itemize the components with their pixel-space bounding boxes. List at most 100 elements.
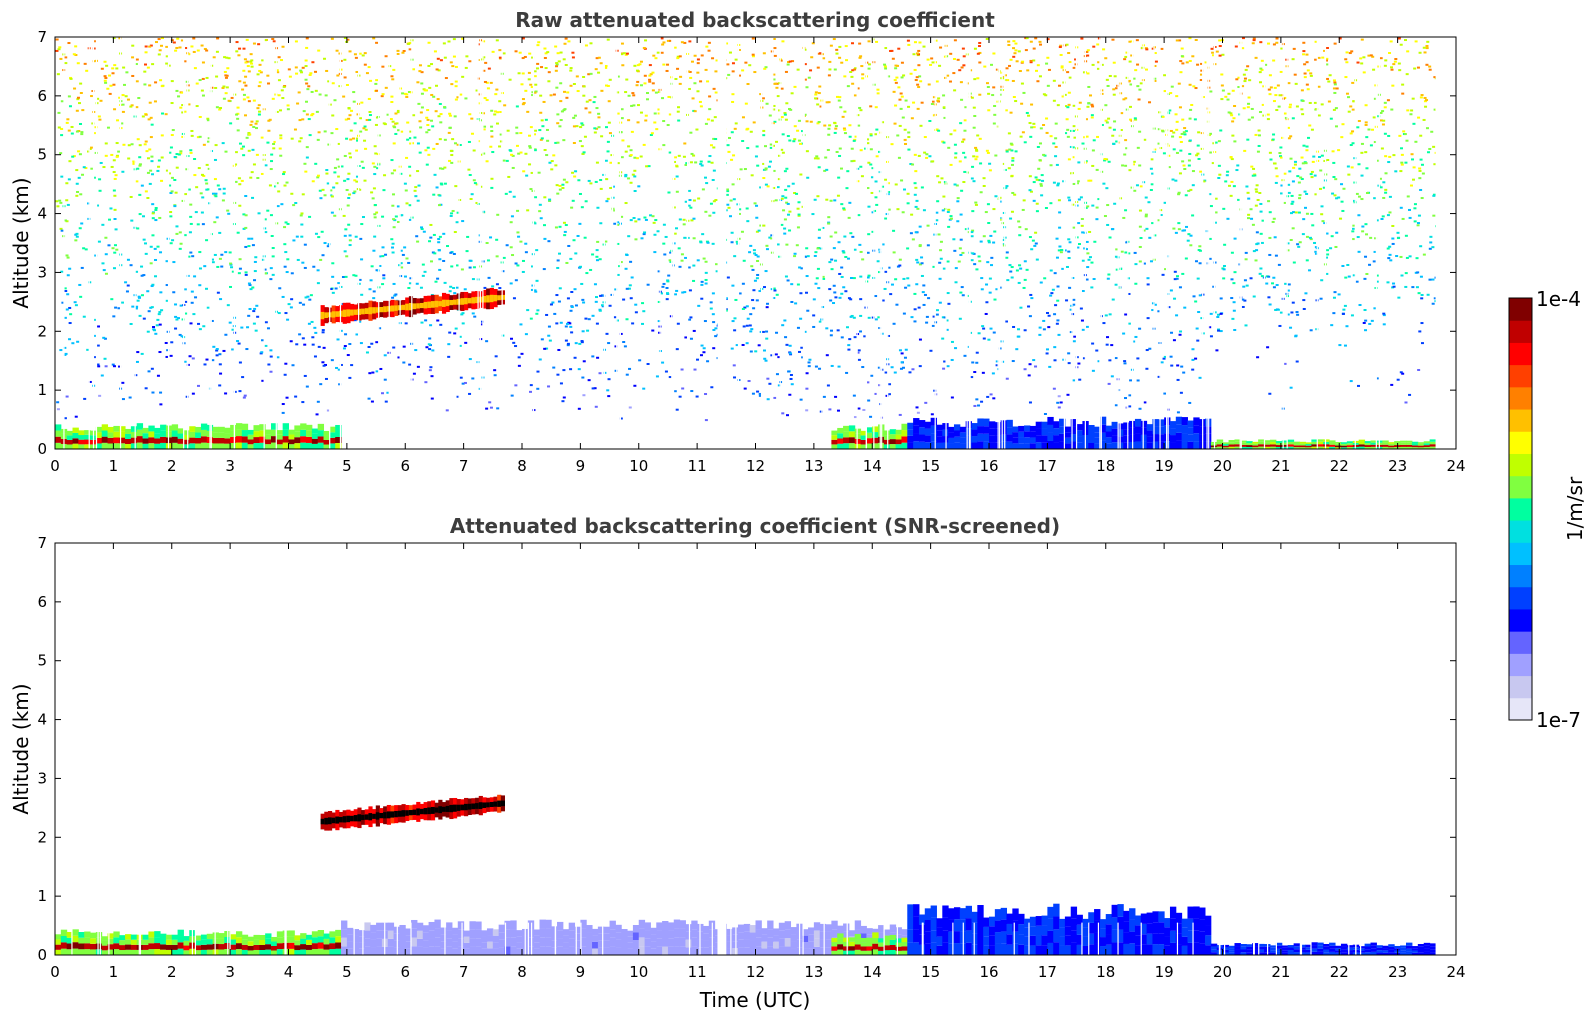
- noise-point: [355, 137, 359, 140]
- noise-point: [780, 197, 784, 200]
- noise-point: [375, 89, 379, 92]
- noise-point: [658, 331, 662, 334]
- noise-point: [712, 137, 716, 140]
- noise-point: [803, 48, 807, 51]
- noise-point: [227, 99, 231, 102]
- noise-point: [607, 121, 611, 124]
- noise-point: [1317, 155, 1321, 158]
- noise-point: [148, 101, 152, 104]
- noise-point: [1085, 278, 1089, 281]
- noise-point: [614, 345, 618, 348]
- noise-point: [1018, 234, 1022, 237]
- noise-point: [555, 62, 559, 65]
- noise-point: [1053, 313, 1057, 316]
- noise-point: [160, 37, 164, 40]
- noise-point: [238, 183, 242, 186]
- noise-point: [1313, 241, 1317, 244]
- noise-point: [318, 189, 322, 192]
- noise-point: [1252, 37, 1256, 40]
- noise-point: [1179, 71, 1183, 74]
- noise-point: [797, 139, 801, 142]
- noise-point: [1405, 256, 1409, 259]
- noise-point: [426, 146, 430, 149]
- noise-point: [103, 357, 107, 360]
- noise-point: [595, 161, 599, 164]
- noise-point: [706, 118, 710, 121]
- noise-point: [1151, 172, 1155, 175]
- noise-point: [1010, 149, 1014, 152]
- noise-point: [629, 297, 633, 300]
- noise-point: [724, 308, 728, 311]
- noise-point: [233, 390, 237, 393]
- noise-point: [112, 267, 116, 270]
- noise-point: [812, 314, 816, 317]
- noise-point: [801, 356, 805, 359]
- noise-point: [189, 322, 193, 325]
- noise-point: [537, 171, 541, 174]
- noise-point: [995, 360, 999, 363]
- noise-point: [790, 283, 794, 286]
- noise-point: [246, 65, 250, 68]
- noise-point: [1360, 198, 1364, 201]
- noise-point: [1177, 228, 1181, 231]
- noise-point: [1187, 189, 1191, 192]
- noise-point: [534, 196, 538, 199]
- noise-point: [399, 214, 403, 217]
- noise-point: [735, 344, 739, 347]
- noise-point: [558, 225, 562, 228]
- noise-point: [953, 143, 957, 146]
- noise-point: [314, 331, 318, 334]
- noise-point: [364, 147, 368, 150]
- noise-point: [400, 130, 404, 133]
- noise-point: [304, 100, 308, 103]
- noise-point: [205, 287, 209, 290]
- noise-point: [165, 355, 169, 358]
- noise-point: [714, 199, 718, 202]
- noise-point: [765, 248, 769, 251]
- noise-point: [856, 114, 860, 117]
- noise-point: [730, 231, 734, 234]
- noise-point: [601, 305, 605, 308]
- noise-point: [619, 261, 623, 264]
- noise-point: [435, 68, 439, 71]
- noise-point: [966, 231, 970, 234]
- noise-point: [224, 74, 228, 77]
- noise-point: [907, 105, 911, 108]
- noise-point: [1164, 268, 1168, 271]
- noise-point: [1005, 251, 1009, 254]
- noise-point: [578, 222, 582, 225]
- noise-point: [1198, 376, 1202, 379]
- noise-point: [60, 134, 64, 137]
- noise-point: [898, 98, 902, 101]
- noise-point: [1001, 360, 1005, 363]
- noise-point: [72, 155, 76, 158]
- noise-point: [1065, 265, 1069, 268]
- noise-point: [1127, 292, 1131, 295]
- noise-point: [343, 250, 347, 253]
- noise-point: [130, 143, 134, 146]
- noise-point: [756, 255, 760, 258]
- noise-point: [942, 94, 946, 97]
- noise-point: [836, 194, 840, 197]
- noise-point: [401, 51, 405, 54]
- noise-point: [1392, 63, 1396, 66]
- noise-point: [897, 47, 901, 50]
- noise-point: [464, 97, 468, 100]
- noise-point: [1147, 201, 1151, 204]
- noise-point: [517, 364, 521, 367]
- noise-point: [993, 230, 997, 233]
- noise-point: [411, 142, 415, 145]
- noise-point: [582, 75, 586, 78]
- noise-point: [852, 394, 856, 397]
- noise-point: [710, 161, 714, 164]
- noise-point: [1243, 299, 1247, 302]
- noise-point: [1198, 262, 1202, 265]
- noise-point: [682, 218, 686, 221]
- noise-point: [971, 252, 975, 255]
- noise-point: [1173, 297, 1177, 300]
- noise-point: [1060, 248, 1064, 251]
- noise-point: [555, 184, 559, 187]
- noise-point: [543, 224, 547, 227]
- noise-point: [149, 306, 153, 309]
- noise-point: [498, 100, 502, 103]
